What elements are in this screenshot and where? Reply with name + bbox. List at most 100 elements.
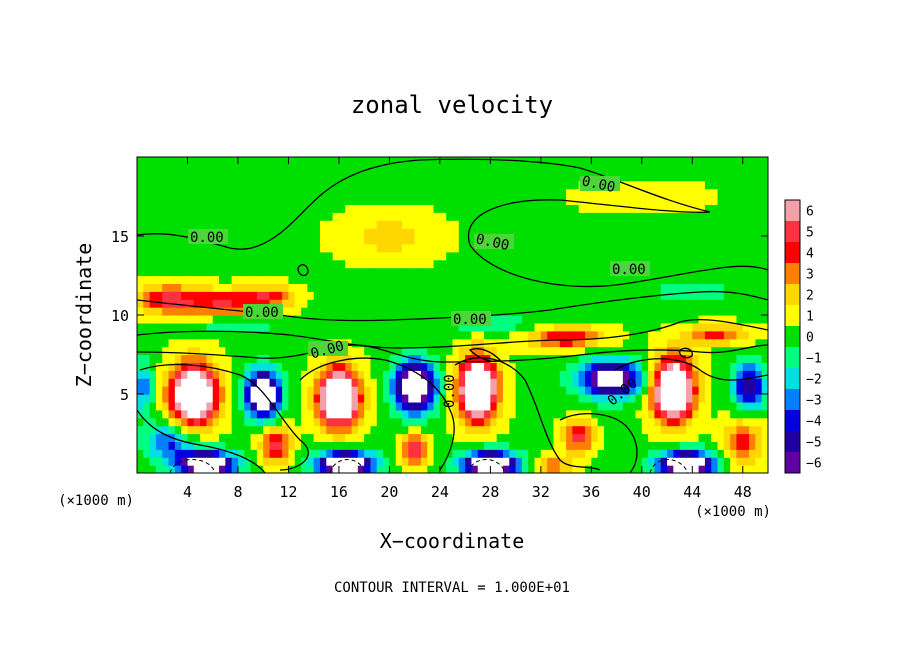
colorbar-label: −2 <box>806 373 822 388</box>
heatmap-cell <box>730 315 738 324</box>
heatmap-cell <box>660 243 668 253</box>
heatmap-cell <box>155 330 163 340</box>
heatmap-cell <box>660 228 668 237</box>
heatmap-cell <box>414 409 422 419</box>
heatmap-cell <box>484 188 491 198</box>
heatmap-cell <box>370 196 378 205</box>
heatmap-cell <box>219 425 226 435</box>
heatmap-cell <box>755 330 763 340</box>
heatmap-cell <box>351 330 359 340</box>
heatmap-cell <box>502 330 510 340</box>
heatmap-cell <box>502 346 510 356</box>
heatmap-cell <box>749 259 756 269</box>
heatmap-cell <box>263 330 271 340</box>
heatmap-cell <box>515 425 523 435</box>
heatmap-cell <box>591 283 599 292</box>
heatmap-cell <box>730 275 738 284</box>
heatmap-cell <box>383 322 390 332</box>
heatmap-cell <box>263 299 271 308</box>
heatmap-cell <box>162 228 170 237</box>
heatmap-cell <box>717 204 725 213</box>
heatmap-cell <box>667 220 674 229</box>
heatmap-cell <box>433 417 441 427</box>
heatmap-cell <box>231 441 239 450</box>
heatmap-cell <box>629 354 637 363</box>
heatmap-cell <box>206 180 214 190</box>
heatmap-cell <box>660 330 668 340</box>
heatmap-cell <box>490 457 498 466</box>
heatmap-cell <box>629 188 637 198</box>
heatmap-cell <box>610 322 618 332</box>
heatmap-cell <box>439 236 447 245</box>
heatmap-cell <box>427 315 435 324</box>
heatmap-cell <box>288 228 296 237</box>
heatmap-cell <box>338 362 346 371</box>
heatmap-cell <box>597 378 605 387</box>
heatmap-cell <box>338 322 346 332</box>
heatmap-cell <box>465 401 473 411</box>
heatmap-cell <box>761 267 768 277</box>
heatmap-cell <box>616 338 624 348</box>
heatmap-cell <box>155 267 163 277</box>
heatmap-cell <box>269 354 277 363</box>
heatmap-cell <box>490 291 498 300</box>
heatmap-cell <box>635 417 643 427</box>
heatmap-cell <box>509 307 517 316</box>
heatmap-cell <box>288 433 296 442</box>
heatmap-cell <box>364 441 372 450</box>
heatmap-cell <box>540 346 548 356</box>
heatmap-cell <box>685 188 693 198</box>
heatmap-cell <box>484 401 491 411</box>
heatmap-cell <box>269 283 277 292</box>
heatmap-cell <box>187 417 195 427</box>
heatmap-cell <box>534 228 542 237</box>
heatmap-cell <box>162 425 170 435</box>
heatmap-cell <box>332 228 340 237</box>
heatmap-cell <box>540 299 548 308</box>
heatmap-cell <box>704 251 712 261</box>
heatmap-cell <box>742 441 750 450</box>
heatmap-cell <box>439 441 447 450</box>
heatmap-cell <box>168 338 176 348</box>
heatmap-cell <box>673 243 681 253</box>
heatmap-cell <box>250 212 258 221</box>
heatmap-cell <box>168 307 176 316</box>
heatmap-cell <box>149 259 157 269</box>
heatmap-cell <box>389 362 397 371</box>
heatmap-cell <box>742 330 750 340</box>
heatmap-cell <box>566 338 573 348</box>
heatmap-cell <box>496 330 504 340</box>
heatmap-cell <box>427 449 435 458</box>
heatmap-cell <box>667 370 674 379</box>
heatmap-cell <box>357 267 365 277</box>
heatmap-cell <box>755 362 763 371</box>
heatmap-cell <box>389 236 397 245</box>
heatmap-cell <box>414 417 422 427</box>
heatmap-cell <box>370 409 378 419</box>
heatmap-cell <box>761 457 768 466</box>
heatmap-cell <box>206 251 214 261</box>
heatmap-cell <box>275 243 283 253</box>
heatmap-cell <box>585 346 592 356</box>
heatmap-cell <box>660 275 668 284</box>
heatmap-cell <box>307 394 315 403</box>
heatmap-cell <box>553 370 561 379</box>
heatmap-cell <box>761 346 768 356</box>
heatmap-cell <box>402 236 409 245</box>
heatmap-cell <box>370 370 378 379</box>
heatmap-cell <box>749 188 756 198</box>
heatmap-cell <box>269 417 277 427</box>
heatmap-cell <box>389 220 397 229</box>
heatmap-cell <box>572 180 580 190</box>
heatmap-cell <box>465 425 473 435</box>
heatmap-cell <box>717 157 725 166</box>
heatmap-cell <box>717 378 725 387</box>
heatmap-cell <box>515 386 523 395</box>
heatmap-cell <box>269 188 277 198</box>
heatmap-cell <box>357 299 365 308</box>
heatmap-cell <box>723 425 731 435</box>
heatmap-cell <box>477 220 485 229</box>
heatmap-cell <box>383 441 390 450</box>
heatmap-cell <box>402 196 409 205</box>
heatmap-cell <box>509 386 517 395</box>
